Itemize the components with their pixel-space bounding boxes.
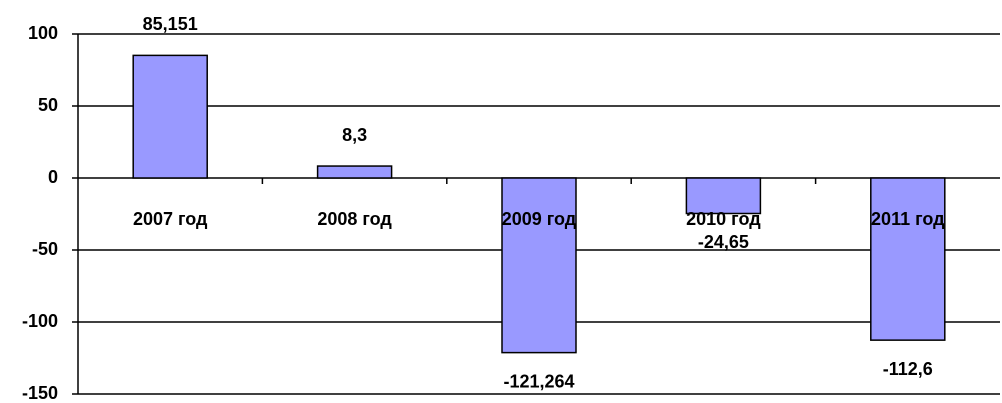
y-tick-label: -150 <box>22 383 58 403</box>
value-label: -24,65 <box>698 232 749 252</box>
x-tick-label: 2010 год <box>686 209 761 229</box>
value-label: 8,3 <box>342 125 367 145</box>
value-label: -121,264 <box>503 371 574 391</box>
y-tick-label: 100 <box>28 23 58 43</box>
bar <box>316 165 393 179</box>
bar <box>870 177 946 341</box>
value-label: 85,151 <box>143 14 198 34</box>
x-tick-label: 2009 год <box>502 209 577 229</box>
x-tick-label: 2007 год <box>133 209 208 229</box>
x-tick-label: 2008 год <box>317 209 392 229</box>
y-tick-label: -100 <box>22 311 58 331</box>
value-label: -112,6 <box>883 359 933 379</box>
y-tick-label: 50 <box>38 95 58 115</box>
x-tick-label: 2011 год <box>871 209 945 229</box>
bar <box>685 177 762 215</box>
y-tick-label: -50 <box>32 239 58 259</box>
bar <box>132 54 208 179</box>
bar <box>501 177 577 354</box>
y-tick-label: 0 <box>48 167 58 187</box>
